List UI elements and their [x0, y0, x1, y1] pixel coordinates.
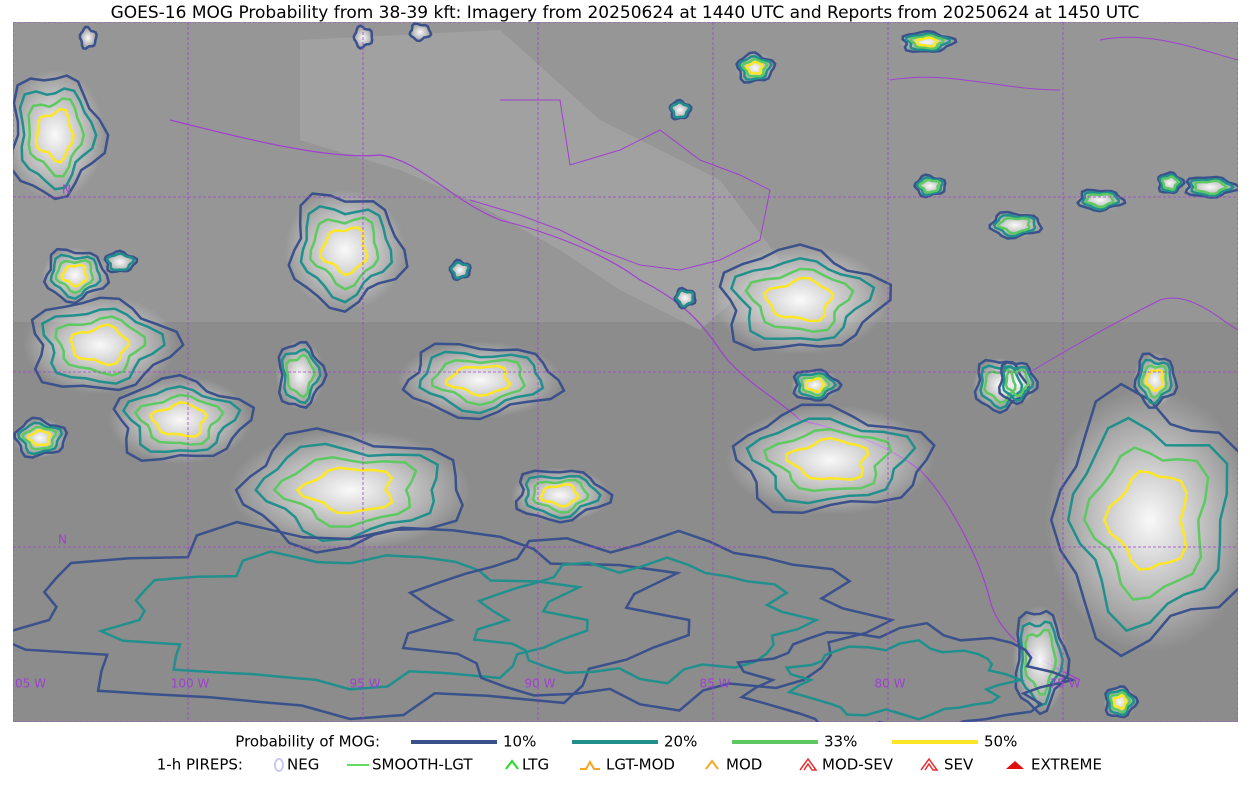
legend-label: LTG: [522, 756, 549, 774]
pirep-icon: [921, 759, 937, 770]
longitude-label: 75 W: [1050, 677, 1081, 691]
longitude-label: 95 W: [350, 677, 381, 691]
pirep-icon: [275, 759, 283, 771]
legend-label: SMOOTH-LGT: [372, 756, 473, 774]
longitude-label: 100 W: [171, 677, 210, 691]
pirep-icon: [706, 761, 718, 769]
legend-label: MOD: [726, 756, 762, 774]
legend-label: SEV: [944, 756, 974, 774]
latitude-label: N: [58, 533, 67, 547]
longitude-label: 85 W: [700, 677, 731, 691]
map: [0, 22, 1250, 736]
legend-label: MOD-SEV: [822, 756, 894, 774]
legend: Probability of MOG: 1-h PIREPS: 10% 20% 33…: [157, 733, 1102, 774]
legend-label: 10%: [503, 733, 536, 751]
title: GOES-16 MOG Probability from 38-39 kft: …: [111, 3, 1140, 23]
pirep-icon: [800, 759, 816, 770]
latitude-label: N: [62, 183, 71, 197]
legend-label: 33%: [824, 733, 857, 751]
legend-label: 20%: [664, 733, 697, 751]
cloud-top: [229, 430, 471, 551]
legend-label: NEG: [287, 756, 319, 774]
longitude-label: 90 W: [525, 677, 556, 691]
legend-label: LGT-MOD: [606, 756, 675, 774]
pirep-icon: [580, 762, 600, 769]
longitude-label: 05 W: [15, 677, 46, 691]
longitude-label: 80 W: [875, 677, 906, 691]
legend-title: Probability of MOG:: [235, 733, 380, 751]
pirep-icon: [506, 761, 518, 769]
legend-title: 1-h PIREPS:: [157, 756, 243, 774]
pirep-icon: [1006, 761, 1024, 769]
legend-label: EXTREME: [1031, 756, 1102, 774]
legend-label: 50%: [984, 733, 1017, 751]
